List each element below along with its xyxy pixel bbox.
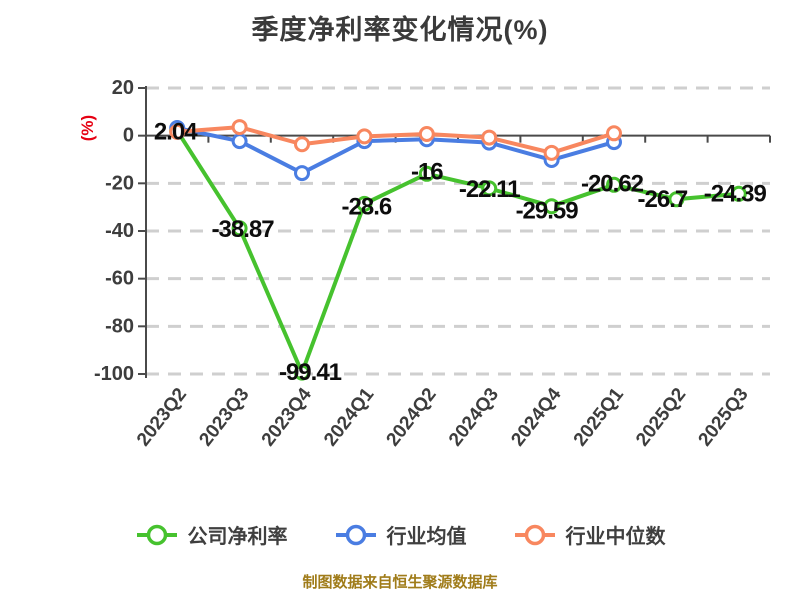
data-point [294,364,310,381]
data-label: -22.11 [459,176,520,203]
y-tick-label: -100 [94,363,134,385]
data-point [481,129,498,146]
series-line-1 [176,126,615,176]
data-point [481,180,498,197]
data-label: 2.04 [154,118,198,145]
series-line-2 [177,125,615,155]
legend-label: 行业均值 [386,526,467,548]
data-label: -24.39 [704,180,767,207]
x-tick-label: 2024Q2 [383,384,441,450]
data-label: -99.41 [279,359,342,386]
data-point [543,198,560,215]
y-tick-label: -80 [105,315,134,337]
data-point [294,136,310,153]
data-label: -29.59 [516,198,579,225]
data-label: -20.62 [581,170,644,197]
y-tick-label: 0 [123,125,134,147]
x-tick-label: 2025Q3 [695,384,753,450]
legend: 公司净利率 行业均值 行业中位数 [0,520,800,549]
data-label: -16 [411,158,443,185]
legend-label: 公司净利率 [187,526,288,548]
y-tick-label: -60 [105,268,134,290]
x-tick-label: 2023Q3 [195,384,253,450]
data-point [231,119,248,136]
legend-item-company-net-margin[interactable]: 公司净利率 [135,520,288,549]
legend-item-industry-average[interactable]: 行业均值 [334,520,467,549]
y-tick-label: 20 [112,77,134,99]
data-point [668,191,685,208]
data-point [356,128,373,145]
legend-marker-icon [335,524,376,545]
y-tick-label: -40 [105,220,134,242]
data-point [730,185,747,202]
data-label: -38.87 [212,216,275,243]
legend-item-industry-median[interactable]: 行业中位数 [513,520,666,549]
data-point [606,176,622,193]
data-point [606,125,622,142]
data-point [231,133,248,150]
x-tick-label: 2025Q2 [632,384,690,450]
legend-marker-icon [136,524,177,545]
x-tick-label: 2024Q3 [445,384,503,450]
x-tick-label: 2023Q4 [258,384,316,451]
data-label: -26.7 [638,186,688,213]
data-point [294,165,310,182]
legend-label: 行业中位数 [565,526,666,548]
data-point [231,220,248,237]
data-point [356,195,373,212]
legend-marker-icon [514,524,555,545]
data-point [418,165,435,182]
data-point [418,125,435,142]
data-source-note: 制图数据来自恒生聚源数据库 [302,574,498,591]
data-point [169,123,186,140]
y-tick-label: -20 [105,172,134,194]
x-tick-label: 2023Q2 [133,384,191,450]
x-tick-label: 2024Q1 [320,384,378,451]
data-label: -28.6 [342,193,392,220]
data-point [543,144,560,161]
x-tick-label: 2024Q4 [507,384,565,451]
chart-title: 季度净利率变化情况(%) [251,15,549,45]
series-line-0 [175,129,739,375]
x-tick-label: 2025Q1 [570,384,628,451]
